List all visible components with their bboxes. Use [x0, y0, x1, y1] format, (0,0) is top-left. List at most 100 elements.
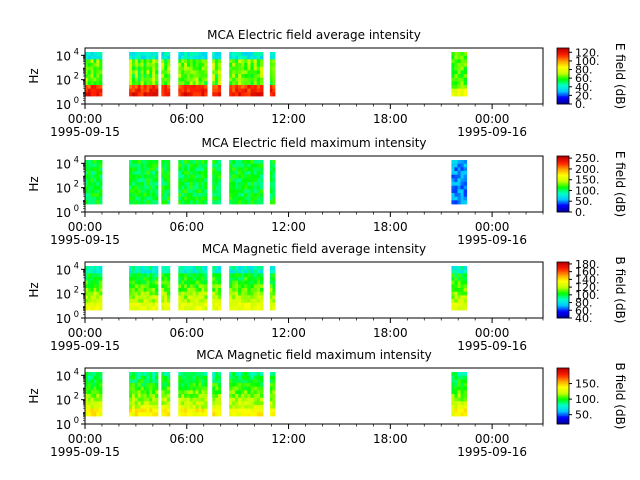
heatmap-cell [235, 171, 239, 176]
heatmap-cell [184, 280, 188, 285]
heatmap-cell [238, 405, 242, 410]
heatmap-cell [451, 390, 455, 395]
heatmap-cell [164, 55, 168, 60]
heatmap-cell [155, 74, 159, 79]
heatmap-cell [229, 63, 233, 68]
heatmap-cell [204, 284, 208, 289]
heatmap-cell [178, 55, 182, 60]
heatmap-cell [250, 70, 255, 75]
heatmap-cell [181, 266, 185, 271]
heatmap-cell [143, 408, 147, 413]
heatmap-cell [93, 266, 97, 271]
heatmap-cell [259, 74, 264, 79]
colorbar-swatch [557, 403, 569, 405]
heatmap-cell [212, 386, 216, 391]
heatmap-cell [87, 85, 92, 90]
colorbar-swatch [557, 48, 569, 50]
heatmap-cell [99, 288, 103, 293]
heatmap-cell [192, 280, 196, 285]
heatmap-cell [217, 193, 222, 198]
heatmap-cell [192, 386, 196, 391]
heatmap-cell [247, 386, 251, 391]
heatmap-cell [189, 291, 194, 296]
heatmap-cell [146, 372, 150, 377]
heatmap-cell [87, 302, 92, 307]
heatmap-cell [259, 182, 264, 187]
heatmap-cell [241, 280, 245, 285]
heatmap-cell [181, 277, 185, 282]
heatmap-cell [247, 92, 251, 97]
heatmap-cell [129, 383, 133, 388]
heatmap-cell [451, 269, 455, 274]
heatmap-cell [269, 63, 273, 68]
heatmap-cell [269, 178, 273, 183]
x-tick-label: 06:00 [169, 112, 204, 126]
heatmap-cell [241, 63, 245, 68]
heatmap-cell [241, 196, 245, 201]
heatmap-cell [215, 273, 219, 278]
heatmap-cell [152, 200, 156, 205]
heatmap-cell [93, 182, 97, 187]
heatmap-cell [129, 266, 133, 271]
heatmap-cell [269, 74, 273, 79]
colorbar-swatch [557, 404, 569, 407]
colorbar-swatch [557, 379, 569, 381]
heatmap-cell [272, 372, 276, 377]
heatmap-cell [253, 394, 258, 399]
heatmap-cell [256, 196, 261, 201]
heatmap-cell [195, 386, 199, 391]
heatmap-cell [451, 163, 455, 168]
heatmap-cell [99, 273, 103, 278]
heatmap-cell [143, 412, 147, 417]
heatmap-cell [134, 163, 139, 168]
heatmap-cell [161, 277, 165, 282]
colorbar-swatch [557, 408, 569, 411]
heatmap-cell [140, 277, 144, 282]
heatmap-cell [212, 390, 216, 395]
heatmap-cell [457, 302, 461, 307]
heatmap-cell [259, 63, 264, 68]
heatmap-cell [140, 88, 144, 93]
heatmap-cell [460, 291, 465, 296]
y-tick-exponent: 2 [74, 286, 79, 296]
heatmap-cell [244, 55, 248, 60]
heatmap-cell [212, 394, 216, 399]
heatmap-cell [152, 160, 156, 165]
heatmap-cell [198, 160, 202, 165]
heatmap-cell [181, 306, 185, 311]
heatmap-cell [201, 372, 205, 377]
heatmap-cell [149, 372, 153, 377]
colorbar-swatch [557, 384, 569, 387]
heatmap-cell [229, 52, 233, 57]
x-date-label: 1995-09-16 [457, 339, 527, 353]
heatmap-cell [259, 92, 264, 97]
heatmap-cell [131, 277, 136, 282]
heatmap-cell [460, 160, 465, 165]
heatmap-cell [250, 379, 255, 384]
heatmap-cell [186, 288, 191, 293]
heatmap-cell [253, 291, 258, 296]
heatmap-cell [99, 390, 103, 395]
heatmap-cell [129, 299, 133, 304]
colorbar-swatch [557, 83, 569, 85]
heatmap-cell [129, 412, 133, 417]
heatmap-cell [201, 74, 205, 79]
heatmap-cell [129, 163, 133, 168]
heatmap-cell [178, 302, 182, 307]
colorbar-swatch [557, 414, 569, 416]
heatmap-cell [259, 178, 264, 183]
heatmap-cell [155, 401, 159, 406]
heatmap-cell [189, 302, 194, 307]
heatmap-cell [247, 55, 251, 60]
heatmap-cell [152, 412, 156, 417]
heatmap-cell [178, 288, 182, 293]
heatmap-cell [87, 196, 92, 201]
colorbar-swatch [557, 195, 569, 197]
heatmap-cell [85, 306, 89, 311]
heatmap-cell [192, 167, 196, 172]
heatmap-cell [212, 405, 216, 410]
heatmap-cell [140, 288, 144, 293]
colorbar-swatch [557, 263, 569, 266]
heatmap-cell [99, 408, 103, 413]
